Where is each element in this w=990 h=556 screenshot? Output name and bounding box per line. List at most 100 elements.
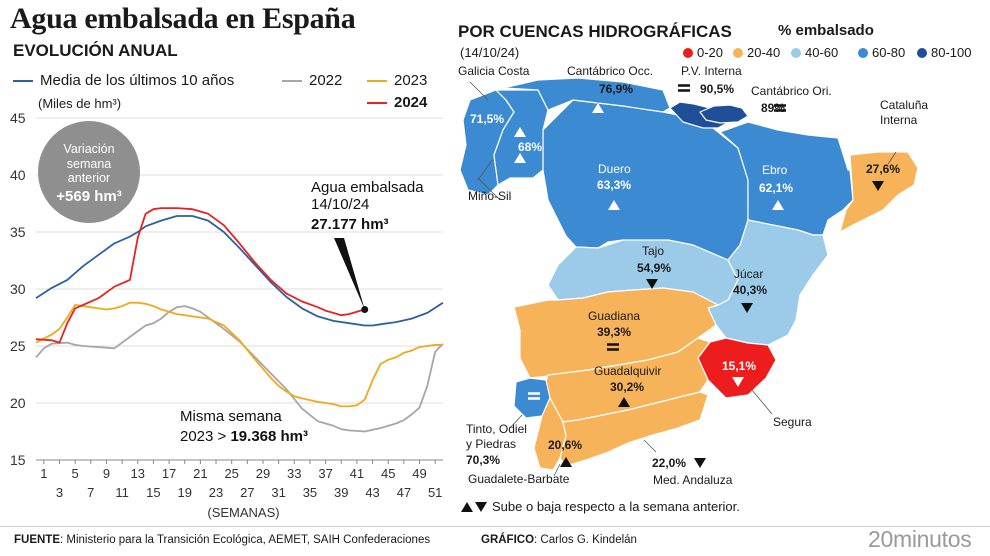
x-tick-label: 49 <box>412 466 426 481</box>
legend-2022: 2022 <box>282 72 342 89</box>
basin-med-andaluza-value: 22,0% <box>652 456 687 470</box>
basin-ebro-name: Ebro <box>762 163 788 177</box>
x-tick-label: 19 <box>177 485 191 500</box>
basin-cantabrico-occ[interactable] <box>502 77 671 113</box>
legend-2023-swatch <box>367 79 387 82</box>
footer-source: FUENTE: Ministerio para la Transición Ec… <box>14 534 430 546</box>
percent-legend-80-100: 80-100 <box>917 45 971 60</box>
percent-swatch-60-80 <box>858 47 868 58</box>
basin-guadiana[interactable] <box>513 287 719 379</box>
x-tick-label: 7 <box>87 485 94 500</box>
basin-pv-interna[interactable] <box>699 104 749 124</box>
x-tick-label: 13 <box>131 466 145 481</box>
leader-tinto <box>509 414 523 429</box>
x-tick-label: 27 <box>240 485 254 500</box>
basin-pv-interna-name: P.V. Interna <box>681 64 742 78</box>
basin-jucar-value: 40,3% <box>733 283 768 297</box>
page-title: Agua embalsada en España <box>10 2 356 35</box>
basins-map <box>459 77 919 477</box>
footer-source-text: : Ministerio para la Transición Ecológic… <box>60 534 431 546</box>
series-line-2022 <box>35 305 444 433</box>
variation-badge-value: +569 hm³ <box>56 188 121 205</box>
basin-duero-name: Duero <box>598 162 631 176</box>
leader-segura <box>751 389 773 415</box>
x-tick-label: 11 <box>115 485 129 500</box>
x-tick-label: 45 <box>381 466 395 481</box>
percent-label-80-100: 80-100 <box>931 45 972 60</box>
x-tick-label: 33 <box>287 466 301 481</box>
chart-series-group <box>35 207 444 433</box>
basin-jucar-name: Júcar <box>734 267 764 281</box>
percent-legend-title: % embalsado <box>778 22 874 39</box>
variation-badge <box>38 121 140 223</box>
x-tick-label: 25 <box>224 466 238 481</box>
trend-legend-icons <box>461 502 487 512</box>
current-annotation-text: 14/10/24 <box>311 196 369 213</box>
basin-pv-interna-value: 90,5% <box>700 82 735 96</box>
x-tick-label: 21 <box>193 466 207 481</box>
y-tick-label: 20 <box>10 395 26 411</box>
same-week-value: 2023 > 19.368 hm³ <box>180 428 308 445</box>
legend-media-label: Media de los últimos 10 años <box>40 72 235 89</box>
legend-media: Media de los últimos 10 años <box>13 72 234 89</box>
x-tick-label: 35 <box>303 485 317 500</box>
x-tick-label: 5 <box>72 466 79 481</box>
percent-legend-0-20: 0-20 <box>683 45 723 60</box>
same-week-label: Misma semana <box>180 408 282 425</box>
x-tick-label: 3 <box>56 485 63 500</box>
current-annotation-text: 27.177 hm³ <box>311 216 389 233</box>
leader-galicia <box>469 81 489 101</box>
basin-ebro[interactable] <box>702 119 854 236</box>
percent-label-20-40: 20-40 <box>747 45 781 60</box>
y-tick-label: 25 <box>10 338 26 354</box>
basin-duero-value: 63,3% <box>597 178 632 192</box>
basin-tinto-name-2: y Piedras <box>466 437 517 451</box>
basin-guadiana-name: Guadiana <box>588 309 641 323</box>
x-tick-label: 47 <box>397 485 411 500</box>
leader-guadalete <box>553 463 561 477</box>
basin-tajo-value: 54,9% <box>637 261 672 275</box>
x-tick-label: 17 <box>162 466 176 481</box>
basin-cantabrico-occ-name: Cantábrico Occ. <box>567 64 654 78</box>
basin-cataluna-interna[interactable] <box>839 151 919 233</box>
x-tick-label: 39 <box>334 485 348 500</box>
basin-med-andaluza-name: Med. Andaluza <box>653 473 733 487</box>
leader-med-andaluza <box>643 439 657 453</box>
variation-badge-text: anterior <box>68 171 110 185</box>
leader-cataluna <box>887 151 897 165</box>
basin-guadalquivir-value: 30,2% <box>610 380 645 394</box>
brand-logo: 20minutos <box>868 526 972 552</box>
up-triangle-icon <box>461 502 473 512</box>
footer-graphic-label: GRÁFICO <box>481 534 535 546</box>
basin-cantabrico-ori-value: 89% <box>761 101 786 115</box>
basin-ebro-value: 62,1% <box>759 181 794 195</box>
x-tick-label: 51 <box>428 485 442 500</box>
legend-2024-label: 2024 <box>394 94 428 111</box>
legend-2024: 2024 <box>367 94 427 111</box>
x-tick-label: 29 <box>256 466 270 481</box>
basin-cataluna-interna-name-1: Cataluña <box>880 98 929 112</box>
leader-mino-sil-a <box>477 159 493 181</box>
x-tick-label: 41 <box>350 466 364 481</box>
down-triangle-icon <box>475 502 487 512</box>
basin-guadiana-value: 39,3% <box>597 325 632 339</box>
legend-2022-label: 2022 <box>309 72 343 89</box>
basin-guadalete-name: Guadalete-Barbate <box>468 472 570 486</box>
percent-label-60-80: 60-80 <box>872 45 906 60</box>
basin-cantabrico-ori-name: Cantábrico Ori. <box>751 84 832 98</box>
percent-legend-40-60: 40-60 <box>791 45 838 60</box>
basin-cataluna-interna-name-2: Interna <box>880 113 918 127</box>
trend-legend-text: Sube o baja respecto a la semana anterio… <box>492 499 740 514</box>
legend-2022-swatch <box>282 79 302 82</box>
basin-guadalete-value: 20,6% <box>548 438 583 452</box>
footer-divider <box>0 526 990 527</box>
chart-grid <box>36 117 443 461</box>
x-tick-label: 9 <box>103 466 110 481</box>
map-date: (14/10/24) <box>460 45 520 60</box>
percent-swatch-0-20 <box>683 47 693 58</box>
variation-badge-text: Variación <box>63 142 114 156</box>
footer-graphic: GRÁFICO: Carlos G. Kindelán <box>481 534 637 546</box>
legend-2023: 2023 <box>367 72 427 89</box>
